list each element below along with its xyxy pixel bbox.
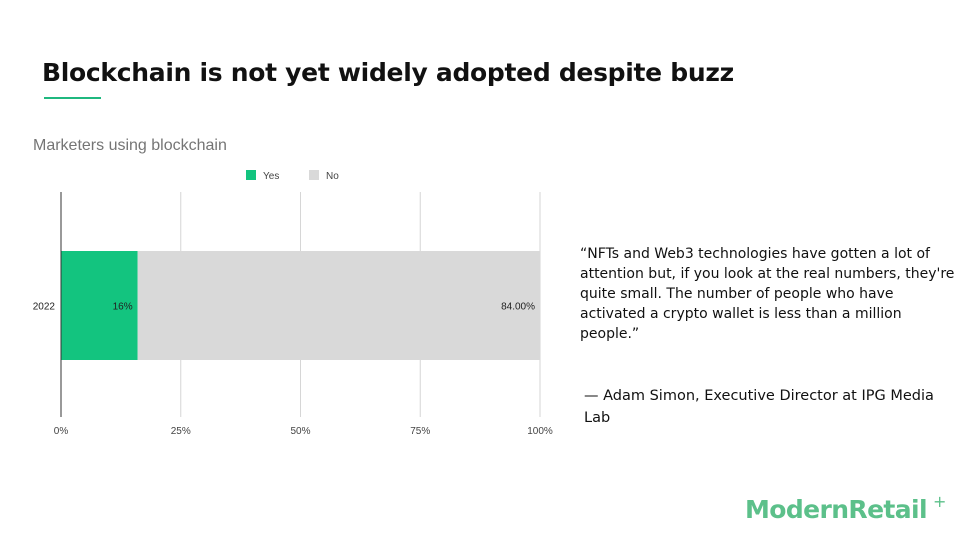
legend-label-yes: Yes	[263, 171, 279, 182]
x-tick-label: 50%	[290, 426, 310, 437]
chart-title: Marketers using blockchain	[33, 137, 227, 154]
legend-swatch-no	[309, 170, 319, 180]
x-tick-label: 100%	[527, 426, 553, 437]
legend-swatch-yes	[246, 170, 256, 180]
data-label-no: 84.00%	[501, 302, 535, 313]
x-tick-label: 75%	[410, 426, 430, 437]
slide-title: Blockchain is not yet widely adopted des…	[42, 58, 734, 87]
x-tick-label: 25%	[171, 426, 191, 437]
bar-no	[137, 251, 540, 360]
brand-logo: ModernRetail	[745, 495, 928, 524]
quote-text: “NFTs and Web3 technologies have gotten …	[580, 246, 955, 342]
data-label-yes: 16%	[113, 302, 133, 313]
bar-yes	[61, 251, 138, 360]
x-tick-label: 0%	[54, 426, 69, 437]
quote-attribution: — Adam Simon, Executive Director at IPG …	[584, 388, 934, 426]
legend-label-no: No	[326, 171, 339, 182]
brand-logo-plus-icon: +	[933, 492, 947, 511]
stacked-bar-chart: Yes No 0% 25% 50% 75% 100% 16% 84.00% 2022	[33, 170, 553, 437]
title-underline	[44, 97, 101, 99]
category-label: 2022	[33, 302, 56, 313]
